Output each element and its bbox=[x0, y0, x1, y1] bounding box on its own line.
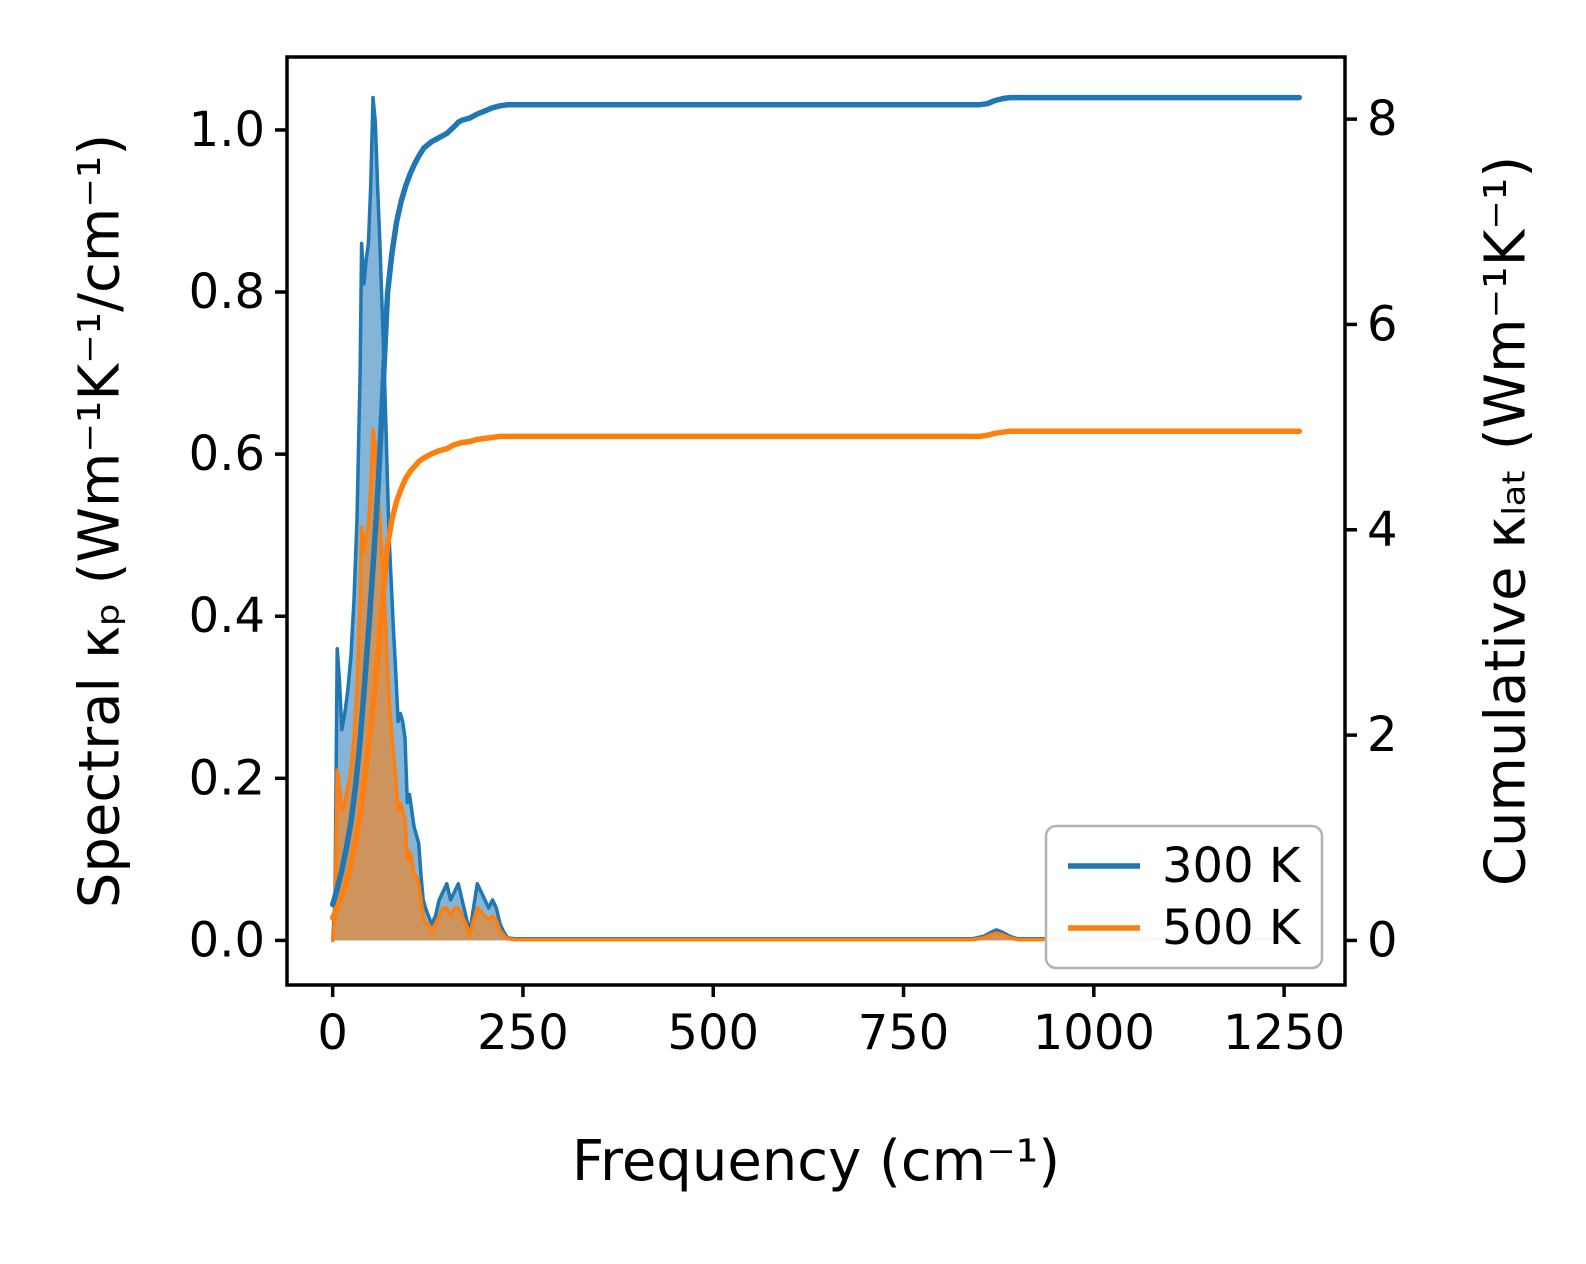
x-tick-label: 0 bbox=[317, 1005, 348, 1061]
legend-label-2: 500 K bbox=[1162, 900, 1302, 956]
y-left-tick-label: 0.8 bbox=[189, 264, 265, 320]
y-right-tick-label: 0 bbox=[1367, 912, 1398, 968]
y-left-tick-label: 0.6 bbox=[189, 426, 265, 482]
y-axis-left-label: Spectral κₚ (Wm⁻¹K⁻¹/cm⁻¹) bbox=[68, 134, 133, 908]
spectral-500k-line bbox=[330, 428, 1302, 943]
x-tick-label: 500 bbox=[667, 1005, 759, 1061]
x-tick-label: 250 bbox=[477, 1005, 569, 1061]
y-right-tick-label: 2 bbox=[1367, 707, 1398, 763]
cumulative-300k-line bbox=[329, 94, 1303, 908]
y-right-tick-label: 6 bbox=[1367, 296, 1398, 352]
axes-spines bbox=[285, 55, 1347, 987]
y-left-tick-label: 0.2 bbox=[189, 750, 265, 806]
y-left-tick-label: 0.4 bbox=[189, 588, 265, 644]
legend-box bbox=[1044, 824, 1324, 970]
legend: 300 K 500 K bbox=[1044, 824, 1324, 970]
y-axis-right-label: Cumulative κₗₐₜ (Wm⁻¹K⁻¹) bbox=[1474, 156, 1539, 886]
x-tick-label: 750 bbox=[858, 1005, 950, 1061]
legend-label-1: 300 K bbox=[1162, 838, 1302, 894]
x-tick-label: 1250 bbox=[1223, 1005, 1345, 1061]
cumulative-500k-line bbox=[329, 428, 1303, 921]
y-left-tick-label: 1.0 bbox=[189, 102, 265, 158]
x-tick-label: 1000 bbox=[1033, 1005, 1155, 1061]
y-right-tick-label: 8 bbox=[1367, 91, 1398, 147]
y-right-tick-label: 4 bbox=[1367, 502, 1398, 558]
y-left-tick-label: 0.0 bbox=[189, 912, 265, 968]
x-axis-label: Frequency (cm⁻¹) bbox=[572, 1129, 1060, 1194]
